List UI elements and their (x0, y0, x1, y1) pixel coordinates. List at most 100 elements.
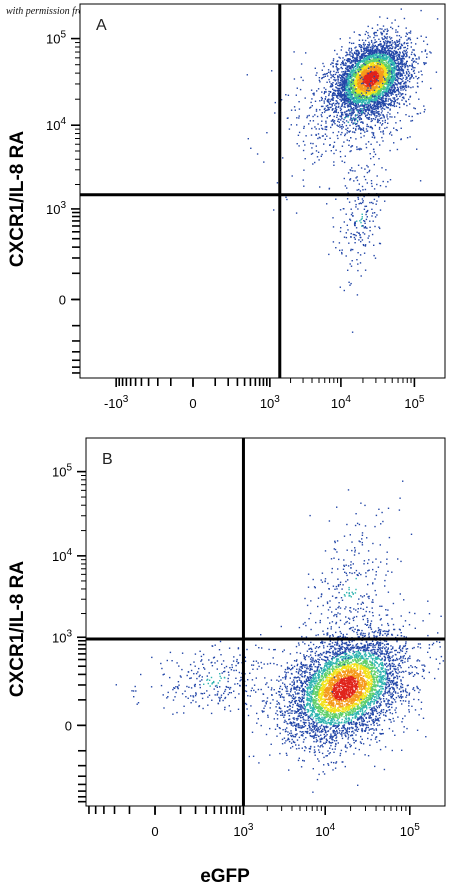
event-dot (357, 54, 360, 56)
event-dot (343, 78, 346, 80)
event-dot (360, 82, 363, 85)
event-dot (340, 99, 343, 101)
event-dot (333, 92, 336, 94)
event-dot (385, 56, 388, 59)
event-dot (295, 212, 298, 214)
event-dot (308, 123, 310, 125)
event-dot (414, 67, 416, 69)
event-dot (382, 30, 385, 32)
event-dot (400, 44, 403, 46)
event-dot (361, 78, 363, 81)
event-dot (378, 94, 380, 96)
event-dot (344, 134, 346, 137)
event-dot (360, 57, 363, 59)
event-dot (390, 26, 392, 28)
event-dot (356, 119, 359, 122)
event-dot (355, 73, 357, 75)
event-dot (369, 99, 371, 101)
event-dot (395, 60, 397, 62)
event-dot (368, 83, 371, 85)
event-dot (360, 46, 362, 49)
event-dot (382, 50, 385, 53)
event-dot (403, 41, 406, 44)
event-dot (337, 137, 339, 140)
event-dot (379, 101, 381, 103)
event-dot (378, 92, 381, 95)
event-dot (368, 73, 370, 76)
event-dot (386, 62, 389, 64)
event-dot (397, 25, 400, 28)
event-dot (361, 70, 364, 72)
event-dot (384, 53, 387, 55)
event-dot (386, 56, 389, 59)
event-dot (400, 8, 402, 10)
event-dot (368, 74, 370, 76)
event-dot (351, 114, 353, 116)
event-dot (315, 108, 318, 111)
event-dot (403, 46, 405, 49)
event-dot (310, 89, 313, 91)
event-dot (371, 94, 374, 97)
event-dot (391, 134, 393, 136)
event-dot (340, 100, 342, 102)
event-dot (333, 79, 335, 81)
event-dot (344, 96, 346, 98)
event-dot (345, 116, 347, 118)
event-dot (383, 102, 385, 105)
event-dot (347, 102, 349, 104)
event-dot (376, 95, 378, 98)
event-dot (386, 126, 388, 129)
event-dot (386, 47, 388, 49)
event-dot (349, 97, 351, 99)
event-dot (383, 49, 385, 51)
event-dot (351, 69, 354, 71)
event-dot (381, 117, 383, 119)
event-dot (374, 124, 376, 127)
event-dot (367, 25, 369, 28)
event-dot (384, 58, 387, 60)
event-dot (354, 119, 356, 122)
event-dot (353, 94, 356, 96)
event-dot (366, 46, 368, 48)
event-dot (398, 106, 401, 109)
event-dot (332, 59, 335, 62)
event-dot (373, 89, 376, 91)
event-dot (406, 39, 408, 41)
event-dot (336, 134, 339, 137)
event-dot (318, 77, 321, 79)
event-dot (409, 30, 412, 32)
event-dot (282, 157, 284, 159)
event-dot (350, 51, 352, 53)
event-dot (355, 123, 357, 125)
event-dot (402, 51, 404, 54)
event-dot (376, 98, 378, 100)
event-dot (324, 133, 327, 135)
event-dot (320, 124, 322, 127)
event-dot (369, 73, 372, 75)
event-dot (390, 77, 392, 79)
event-dot (401, 44, 404, 47)
event-dot (364, 73, 366, 75)
event-dot (359, 84, 362, 86)
event-dot (339, 85, 341, 87)
event-dot (383, 92, 385, 94)
event-dot (280, 99, 283, 101)
event-dot (412, 70, 415, 73)
event-dot (388, 84, 390, 87)
event-dot (391, 47, 394, 50)
event-dot (357, 94, 360, 97)
event-dot (360, 105, 362, 107)
event-dot (374, 81, 376, 83)
event-dot (370, 68, 372, 70)
event-dot (293, 78, 296, 80)
event-dot (386, 17, 389, 19)
event-dot (374, 41, 376, 43)
event-dot (365, 95, 367, 97)
event-dot (362, 66, 365, 69)
event-dot (362, 60, 364, 63)
event-dot (405, 27, 407, 29)
event-dot (343, 85, 345, 87)
event-dot (424, 108, 426, 111)
event-dot (371, 72, 373, 75)
event-dot (363, 88, 365, 90)
